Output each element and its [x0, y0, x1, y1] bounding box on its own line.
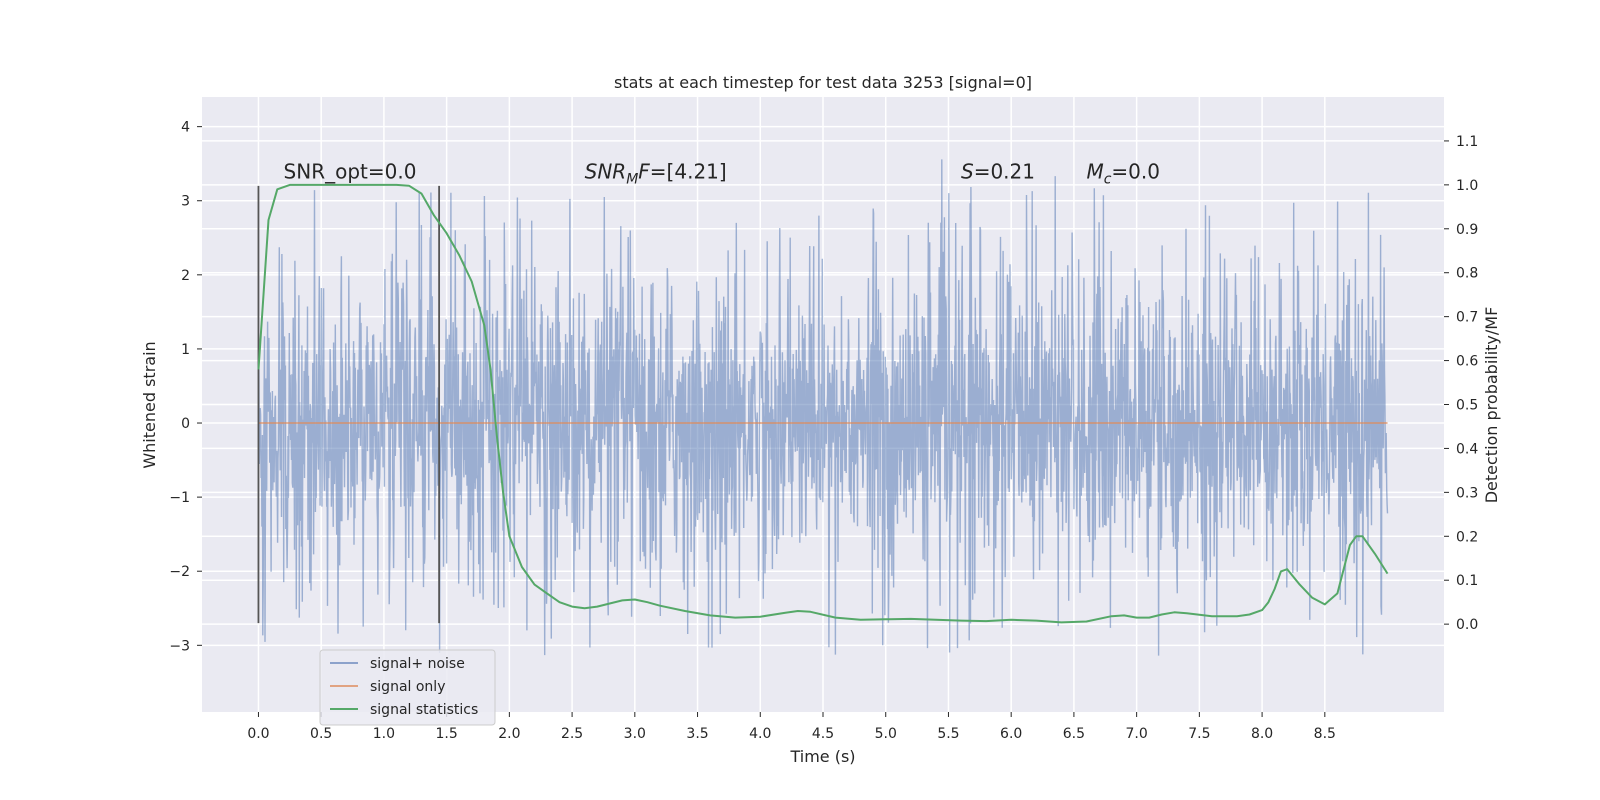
y-tick-label: 1: [181, 342, 190, 358]
y2-tick-label: 0.1: [1456, 573, 1478, 589]
legend-label-statistics: signal statistics: [370, 702, 478, 718]
annotation-layer: SNR_opt=0.0 SNRMF=[4.21] S=0.21 Mc=0.0: [284, 160, 1160, 188]
x-tick-label: 1.0: [373, 726, 395, 742]
y2-tick-label: 1.0: [1456, 178, 1478, 194]
annotation-part: c: [1104, 172, 1112, 188]
x-tick-label: 3.0: [624, 726, 646, 742]
annotation-1: SNRMF=[4.21]: [585, 160, 727, 188]
y-tick-label: 3: [181, 194, 190, 210]
noise-trace: [257, 159, 1389, 656]
chart-title: stats at each timestep for test data 325…: [614, 73, 1032, 92]
annotation-part: =[4.21]: [650, 160, 727, 184]
x-tick-label: 2.0: [498, 726, 520, 742]
x-axis-title: Time (s): [789, 747, 855, 766]
noise-layer: [257, 159, 1389, 656]
y2-tick-label: 0.9: [1456, 222, 1478, 238]
y2-tick-label: 0.4: [1456, 441, 1478, 457]
annotation-part: M: [1086, 160, 1103, 184]
x-tick-label: 4.5: [812, 726, 834, 742]
x-tick-label: 0.0: [247, 726, 269, 742]
annotation-part: =0.0: [1111, 160, 1160, 184]
legend-label-noise: signal+ noise: [370, 656, 465, 672]
y-tick-label: −2: [169, 564, 190, 580]
annotation-0: SNR_opt=0.0: [284, 160, 417, 184]
x-tick-label: 0.5: [310, 726, 332, 742]
y-tick-label: 0: [181, 416, 190, 432]
annotation-part: F: [638, 160, 650, 184]
y-tick-label: 2: [181, 268, 190, 284]
y-tick-label: 4: [181, 120, 190, 136]
x-tick-label: 7.5: [1188, 726, 1210, 742]
axis-layer: 0.0 0.5 1.0 1.5 2.0 2.5 3.0 3.5 4.0 4.5 5.0 5.5 6.0 6…: [169, 120, 1478, 742]
legend-box: [319, 649, 496, 726]
y2-tick-label: 0.6: [1456, 354, 1478, 370]
annotation-part: S: [961, 160, 974, 184]
y-tick-label: −1: [169, 490, 190, 506]
y2-tick-label: 0.8: [1456, 266, 1478, 282]
annotation-part: SNR: [585, 160, 627, 184]
stats-layer: [257, 183, 1389, 624]
x-tick-label: 3.5: [686, 726, 708, 742]
x-tick-label: 5.0: [875, 726, 897, 742]
y2-tick-label: 0.2: [1456, 529, 1478, 545]
annotation-2: S=0.21: [961, 160, 1035, 184]
y2-tick-label: 0.5: [1456, 398, 1478, 414]
y2-tick-label: 0.0: [1456, 617, 1478, 633]
legend-label-signal: signal only: [370, 679, 445, 695]
x-tick-label: 5.5: [937, 726, 959, 742]
x-tick-label: 2.5: [561, 726, 583, 742]
x-tick-label: 8.0: [1251, 726, 1273, 742]
x-tick-label: 6.0: [1000, 726, 1022, 742]
y2-tick-label: 0.3: [1456, 485, 1478, 501]
annotation-part: =0.21: [974, 160, 1035, 184]
annotation-part: M: [626, 172, 638, 188]
signal-statistics-line: [257, 183, 1389, 624]
y-tick-label: −3: [169, 638, 190, 654]
annotation-part: SNR_opt=0.0: [284, 160, 417, 184]
x-tick-label: 7.0: [1126, 726, 1148, 742]
vline-layer: [257, 185, 441, 624]
x-tick-label: 4.0: [749, 726, 771, 742]
x-tick-label: 6.5: [1063, 726, 1085, 742]
legend: signal+ noise signal only signal statist…: [319, 649, 496, 726]
y-axis-title: Whitened strain: [140, 341, 159, 468]
x-tick-label: 8.5: [1314, 726, 1336, 742]
y2-tick-label: 0.7: [1456, 310, 1478, 326]
y2-axis-title: Detection probability/MF: [1482, 307, 1501, 504]
x-tick-label: 1.5: [436, 726, 458, 742]
annotation-3: Mc=0.0: [1086, 160, 1160, 188]
y2-tick-label: 1.1: [1456, 134, 1478, 150]
